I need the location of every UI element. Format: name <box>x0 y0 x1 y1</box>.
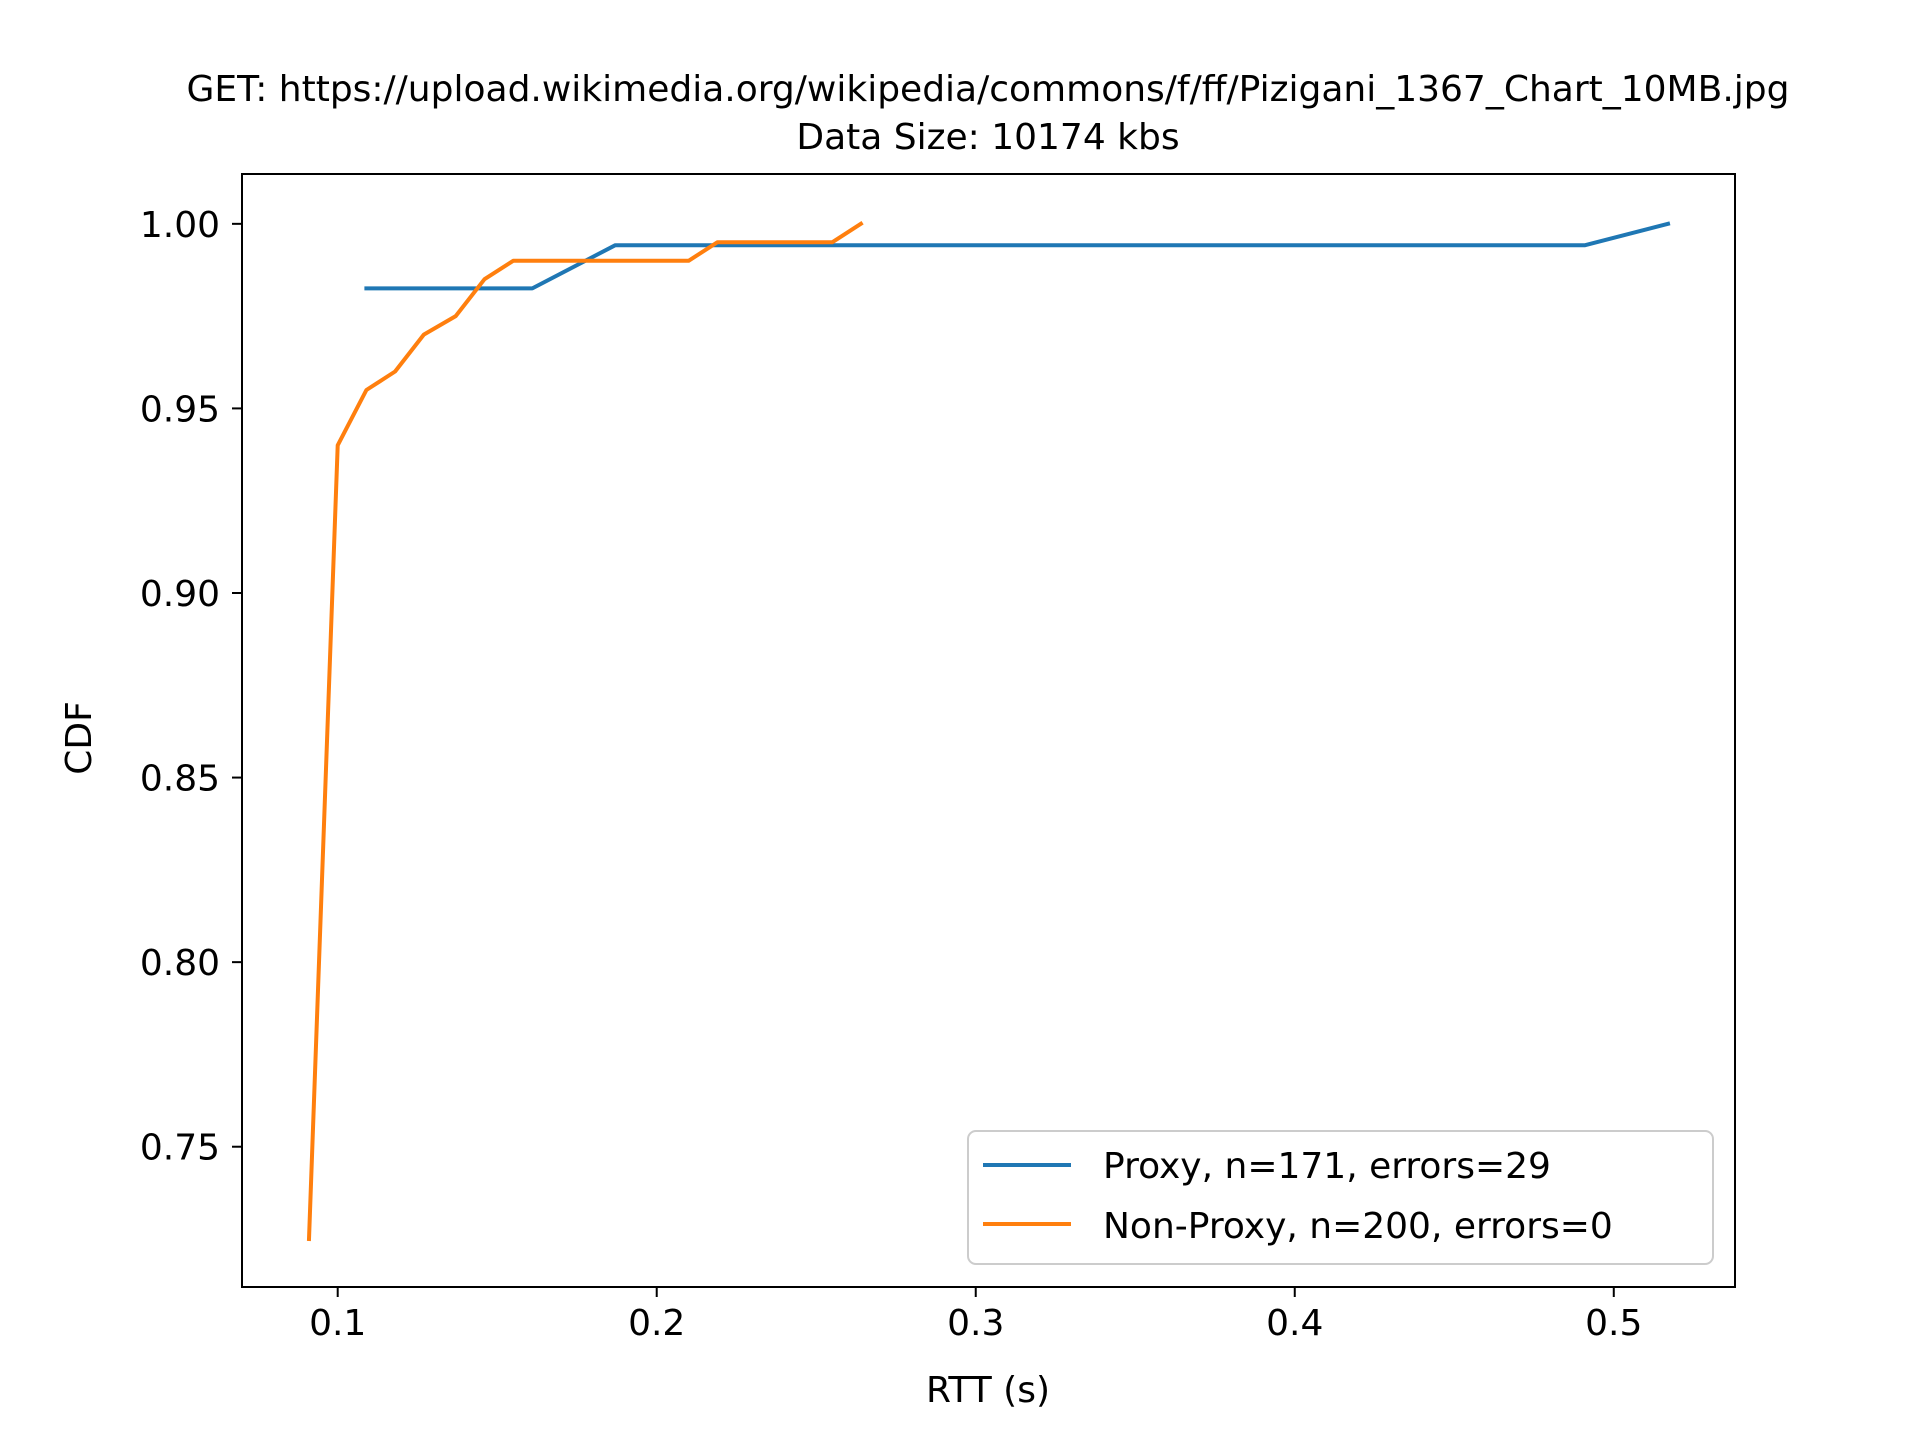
y-axis-label: CDF <box>59 701 100 775</box>
y-tick-label: 0.85 <box>140 759 220 800</box>
x-tick-label: 0.3 <box>947 1303 1004 1344</box>
y-tick-label: 0.75 <box>140 1128 220 1169</box>
plot-area-frame <box>241 173 1736 1288</box>
x-tick-label: 0.5 <box>1585 1303 1642 1344</box>
legend-label-proxy: Proxy, n=171, errors=29 <box>1103 1146 1551 1187</box>
chart-title: GET: https://upload.wikimedia.org/wikipe… <box>187 69 1790 110</box>
legend-box <box>967 1130 1714 1265</box>
y-tick-label: 0.95 <box>140 389 220 430</box>
y-tick-label: 0.90 <box>140 574 220 615</box>
series-layer <box>306 221 1671 1242</box>
y-tick-label: 0.80 <box>140 943 220 984</box>
series-line-non-proxy <box>306 221 864 1242</box>
y-axis-ticks: 0.75 0.80 0.85 0.90 0.95 1.00 <box>140 205 242 1169</box>
x-axis-ticks: 0.1 0.2 0.3 0.4 0.5 <box>309 1287 1642 1344</box>
legend: Proxy, n=171, errors=29 Non-Proxy, n=200… <box>967 1130 1714 1265</box>
x-tick-label: 0.4 <box>1266 1303 1323 1344</box>
legend-label-non-proxy: Non-Proxy, n=200, errors=0 <box>1103 1206 1613 1247</box>
y-tick-label: 1.00 <box>140 205 220 246</box>
chart-subtitle: Data Size: 10174 kbs <box>796 117 1179 158</box>
x-tick-label: 0.2 <box>628 1303 685 1344</box>
x-tick-label: 0.1 <box>309 1303 366 1344</box>
x-axis-label: RTT (s) <box>926 1370 1050 1411</box>
